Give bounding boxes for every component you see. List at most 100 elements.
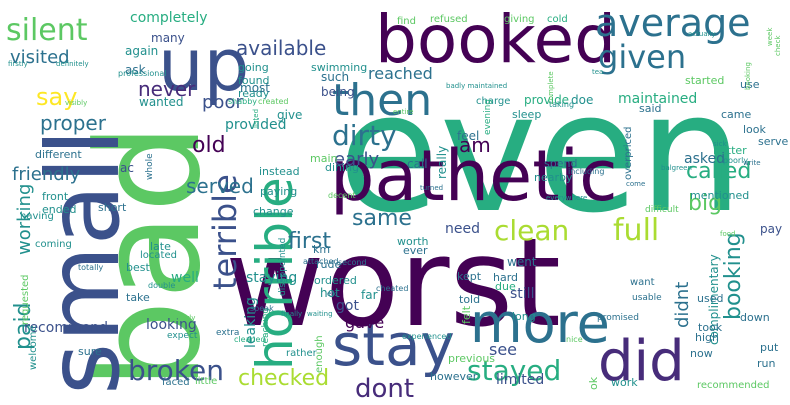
word-first: first [288,229,331,254]
word-actually: actually [688,30,716,38]
word-provide: provide [524,93,569,107]
word-late: late [150,240,171,253]
word-overpriced: overpriced [623,126,634,180]
word-looking: looking [146,317,197,333]
word-got: got [336,298,359,314]
word-am: am [459,133,491,157]
word-definitely: definitely [56,60,89,68]
word-recommended: recommended [697,380,769,391]
word-ac: ac [120,161,134,175]
word-sure: sure [78,345,102,358]
word-ask: ask [125,63,146,77]
word-pay: pay [760,222,782,236]
word-hard: hard [493,271,518,284]
word-km: km [313,243,330,256]
word-cleaned: cleaned [234,335,266,344]
word-available: available [236,36,326,60]
word-told: told [459,293,480,306]
word-down: down [740,311,770,324]
word-say: say [36,83,77,111]
word-full: full [613,213,659,248]
word-worth: worth [397,235,429,248]
word-recommend: recommend [24,320,108,336]
word-double: double [148,281,175,290]
word-dirty: dirty [332,119,397,152]
word-visibly: visibly [65,99,87,107]
word-take: take [126,291,150,304]
word-went: went [507,255,537,269]
word-totally: totally [78,263,104,272]
word-reaching: reaching [261,308,271,347]
word-reached: reached [368,64,433,83]
word-tea: tea [592,68,603,76]
word-worst: worst [225,212,561,354]
word-early: early [334,149,380,170]
word-short: short [98,201,127,214]
word-limited: limited [496,372,544,388]
word-came: came [721,108,752,121]
word-rude: rude [316,258,341,271]
word-evening: evening [483,99,493,135]
word-rather: rather [286,348,318,359]
word-due: due [495,280,516,293]
word-finally: finally [281,310,302,318]
word-disappointed: disappointed [278,238,288,296]
word-provided: provided [225,117,286,133]
word-well: well [171,270,199,286]
word-still: still [510,286,534,302]
word-broken: broken [128,354,224,387]
word-previous: previous [448,352,495,365]
word-took: took [698,321,723,334]
word-really: really [435,146,449,179]
word-however: however [430,370,478,383]
word-bad: bad [67,123,232,390]
word-charge: charge [476,96,510,107]
word-including: including [568,167,604,176]
word-found: found [238,74,270,87]
word-giving: giving [504,14,535,25]
word-badly-maintained: badly maintained [446,82,507,90]
word-welcome: welcome [28,325,39,370]
word-many: many [151,31,185,45]
word-gave: gave [345,313,384,332]
word-paying: paying [260,185,297,198]
word-look: look [743,123,767,136]
word-see: see [489,340,517,359]
word-small: small [25,129,142,395]
word-booking: booking [744,62,752,90]
word-completely: completely [130,10,208,26]
word-main: main [310,152,338,165]
word-going: going [238,61,269,74]
word-most: most [240,81,270,95]
word-same: same [352,206,412,231]
word-swimming: swimming [311,61,367,74]
word-poor: poor [202,92,243,113]
word-call: call [407,157,428,171]
word-entire: entire [393,108,413,116]
word-write: write [743,159,761,167]
word-proper: proper [40,111,107,135]
word-complete: complete [547,71,555,104]
word-maintained: maintained [618,91,697,107]
word-nearby: nearby [534,171,573,184]
word-turned: turned [420,184,443,192]
word-hot: hot [320,286,340,300]
word-paid: paid [11,302,36,350]
word-spend: spend [544,157,577,170]
word-difficult: difficult [645,205,679,215]
word-leaking: leaking [243,297,259,348]
word-stayed: stayed [467,354,561,387]
word-started: started [685,74,724,87]
word-working: working [14,184,35,255]
word-served: served [186,174,254,198]
word-run: run [757,357,775,370]
word-listed: listed [252,109,260,128]
word-put: put [760,341,779,354]
word-experienced: experienced [402,332,451,341]
word-refused: refused [430,14,468,25]
word-asked: asked [684,151,725,167]
word-serve: serve [758,135,789,148]
word-did: did [598,329,685,394]
word-second: second [338,258,367,267]
word-feel: feel [457,129,479,143]
